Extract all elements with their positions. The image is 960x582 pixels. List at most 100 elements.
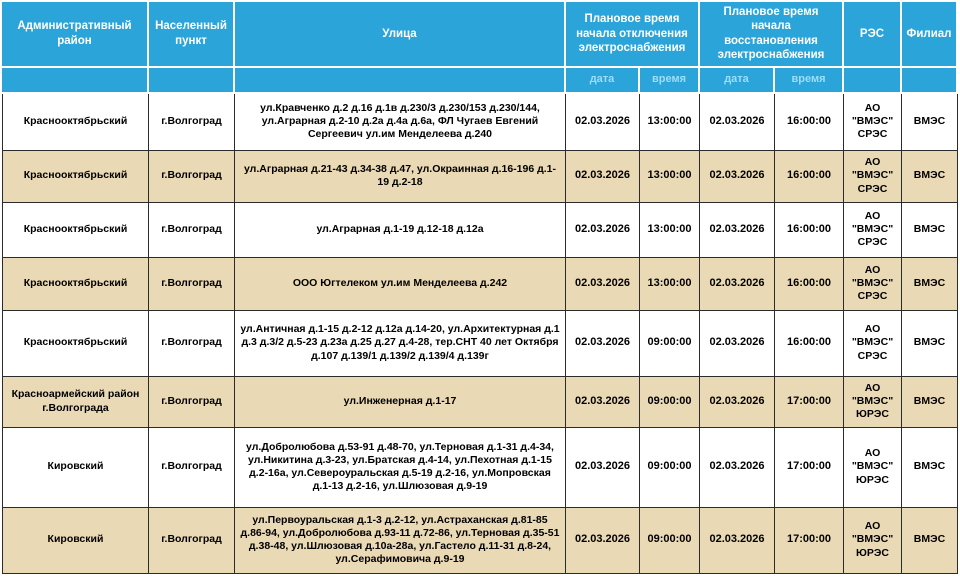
header-street: Улица xyxy=(235,2,566,68)
cell-restore-date: 02.03.2026 xyxy=(700,150,775,203)
subheader-restore-date: дата xyxy=(700,67,775,94)
cell-restore-time: 16:00:00 xyxy=(775,310,844,377)
cell-outage-time: 09:00:00 xyxy=(640,376,700,428)
cell-settlement: г.Волгоград xyxy=(149,257,235,311)
cell-district: Кировский xyxy=(2,427,149,508)
table-row: Краснооктябрьский г.Волгоград ул.Кравчен… xyxy=(2,93,958,151)
cell-restore-date: 02.03.2026 xyxy=(700,310,775,377)
cell-res: АО "ВМЭС" СРЭС xyxy=(844,93,902,151)
cell-branch: ВМЭС xyxy=(902,150,958,203)
cell-district: Кировский xyxy=(2,507,149,574)
cell-outage-date: 02.03.2026 xyxy=(566,376,640,428)
cell-street: ООО Югтелеком ул.им Менделеева д.242 xyxy=(235,257,566,311)
cell-outage-time: 09:00:00 xyxy=(640,427,700,508)
header-settlement: Населенный пункт xyxy=(149,2,235,68)
cell-settlement: г.Волгоград xyxy=(149,427,235,508)
cell-branch: ВМЭС xyxy=(902,93,958,151)
cell-settlement: г.Волгоград xyxy=(149,507,235,574)
header-outage-group: Плановое время начала отключения электро… xyxy=(566,2,700,68)
subheader-outage-time: время xyxy=(640,67,700,94)
cell-res: АО "ВМЭС" ЮРЭС xyxy=(844,376,902,428)
cell-street: ул.Аграрная д.21-43 д.34-38 д.47, ул.Окр… xyxy=(235,150,566,203)
header-district: Административный район xyxy=(2,2,149,68)
cell-branch: ВМЭС xyxy=(902,376,958,428)
cell-res: АО "ВМЭС" СРЭС xyxy=(844,150,902,203)
cell-outage-date: 02.03.2026 xyxy=(566,310,640,377)
cell-outage-time: 13:00:00 xyxy=(640,257,700,311)
subheader-district-empty xyxy=(2,67,149,94)
cell-outage-date: 02.03.2026 xyxy=(566,202,640,258)
cell-outage-date: 02.03.2026 xyxy=(566,427,640,508)
cell-street: ул.Инженерная д.1-17 xyxy=(235,376,566,428)
cell-restore-time: 17:00:00 xyxy=(775,427,844,508)
cell-street: ул.Добролюбова д.53-91 д.48-70, ул.Терно… xyxy=(235,427,566,508)
cell-branch: ВМЭС xyxy=(902,427,958,508)
table-row: Краснооктябрьский г.Волгоград ООО Югтеле… xyxy=(2,257,958,311)
cell-street: ул.Кравченко д.2 д.16 д.1в д.230/3 д.230… xyxy=(235,93,566,151)
cell-outage-time: 09:00:00 xyxy=(640,310,700,377)
cell-res: АО "ВМЭС" СРЭС xyxy=(844,310,902,377)
cell-district: Краснооктябрьский xyxy=(2,202,149,258)
cell-restore-date: 02.03.2026 xyxy=(700,427,775,508)
subheader-branch-empty xyxy=(902,67,958,94)
cell-outage-date: 02.03.2026 xyxy=(566,150,640,203)
cell-street: ул.Первоуральская д.1-3 д.2-12, ул.Астра… xyxy=(235,507,566,574)
cell-res: АО "ВМЭС" СРЭС xyxy=(844,202,902,258)
table-row: Краснооктябрьский г.Волгоград ул.Аграрна… xyxy=(2,202,958,258)
subheader-street-empty xyxy=(235,67,566,94)
subheader-restore-time: время xyxy=(775,67,844,94)
cell-restore-time: 16:00:00 xyxy=(775,150,844,203)
cell-settlement: г.Волгоград xyxy=(149,310,235,377)
cell-res: АО "ВМЭС" ЮРЭС xyxy=(844,427,902,508)
cell-branch: ВМЭС xyxy=(902,507,958,574)
cell-settlement: г.Волгоград xyxy=(149,202,235,258)
header-row-sub: дата время дата время xyxy=(2,67,958,94)
table-row: Краснооктябрьский г.Волгоград ул.Аграрна… xyxy=(2,150,958,203)
cell-settlement: г.Волгоград xyxy=(149,376,235,428)
header-res: РЭС xyxy=(844,2,902,68)
cell-res: АО "ВМЭС" ЮРЭС xyxy=(844,507,902,574)
cell-restore-date: 02.03.2026 xyxy=(700,202,775,258)
table-row: Кировский г.Волгоград ул.Первоуральская … xyxy=(2,507,958,574)
subheader-settlement-empty xyxy=(149,67,235,94)
cell-restore-date: 02.03.2026 xyxy=(700,257,775,311)
cell-district: Краснооктябрьский xyxy=(2,150,149,203)
subheader-res-empty xyxy=(844,67,902,94)
cell-district: Краснооктябрьский xyxy=(2,257,149,311)
table-row: Краснооктябрьский г.Волгоград ул.Антична… xyxy=(2,310,958,377)
table-row: Кировский г.Волгоград ул.Добролюбова д.5… xyxy=(2,427,958,508)
cell-district: Краснооктябрьский xyxy=(2,310,149,377)
cell-restore-time: 16:00:00 xyxy=(775,257,844,311)
cell-outage-time: 13:00:00 xyxy=(640,202,700,258)
cell-outage-date: 02.03.2026 xyxy=(566,507,640,574)
table-header: Административный район Населенный пункт … xyxy=(2,2,958,94)
cell-restore-time: 16:00:00 xyxy=(775,93,844,151)
cell-restore-date: 02.03.2026 xyxy=(700,376,775,428)
cell-district: Красноармейский район г.Волгограда xyxy=(2,376,149,428)
cell-street: ул.Античная д.1-15 д.2-12 д.12а д.14-20,… xyxy=(235,310,566,377)
cell-restore-time: 16:00:00 xyxy=(775,202,844,258)
cell-street: ул.Аграрная д.1-19 д.12-18 д.12а xyxy=(235,202,566,258)
subheader-outage-date: дата xyxy=(566,67,640,94)
cell-settlement: г.Волгоград xyxy=(149,93,235,151)
table-body: Краснооктябрьский г.Волгоград ул.Кравчен… xyxy=(2,93,958,574)
cell-outage-date: 02.03.2026 xyxy=(566,93,640,151)
cell-settlement: г.Волгоград xyxy=(149,150,235,203)
cell-outage-time: 13:00:00 xyxy=(640,93,700,151)
header-restore-group: Плановое время начала восстановления эле… xyxy=(700,2,844,68)
outage-schedule-table: Административный район Населенный пункт … xyxy=(2,2,958,574)
cell-branch: ВМЭС xyxy=(902,257,958,311)
header-row-main: Административный район Населенный пункт … xyxy=(2,2,958,68)
cell-restore-date: 02.03.2026 xyxy=(700,93,775,151)
cell-district: Краснооктябрьский xyxy=(2,93,149,151)
cell-outage-date: 02.03.2026 xyxy=(566,257,640,311)
cell-res: АО "ВМЭС" СРЭС xyxy=(844,257,902,311)
cell-restore-date: 02.03.2026 xyxy=(700,507,775,574)
cell-restore-time: 17:00:00 xyxy=(775,507,844,574)
cell-outage-time: 13:00:00 xyxy=(640,150,700,203)
header-branch: Филиал xyxy=(902,2,958,68)
cell-branch: ВМЭС xyxy=(902,310,958,377)
cell-restore-time: 17:00:00 xyxy=(775,376,844,428)
cell-branch: ВМЭС xyxy=(902,202,958,258)
table-row: Красноармейский район г.Волгограда г.Вол… xyxy=(2,376,958,428)
